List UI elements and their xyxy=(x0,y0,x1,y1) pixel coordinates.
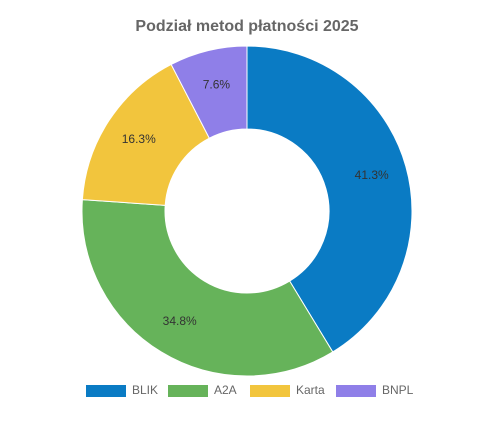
slice xyxy=(246,45,413,353)
legend-swatch xyxy=(336,385,376,397)
slice xyxy=(170,45,248,139)
legend-swatch xyxy=(86,385,126,397)
legend-label: BLIK xyxy=(132,383,158,397)
chart-title: Podział metod płatności 2025 xyxy=(135,18,358,35)
value-label: 7.6% xyxy=(203,77,231,91)
legend-swatch xyxy=(250,385,290,397)
slice xyxy=(81,199,334,377)
value-label: 41.3% xyxy=(355,168,389,182)
legend-label: BNPL xyxy=(382,383,414,397)
legend-label: Karta xyxy=(296,383,325,397)
legend-label: A2A xyxy=(214,383,237,397)
value-label: 34.8% xyxy=(163,314,197,328)
legend-swatch xyxy=(168,385,208,397)
value-label: 16.3% xyxy=(122,132,156,146)
